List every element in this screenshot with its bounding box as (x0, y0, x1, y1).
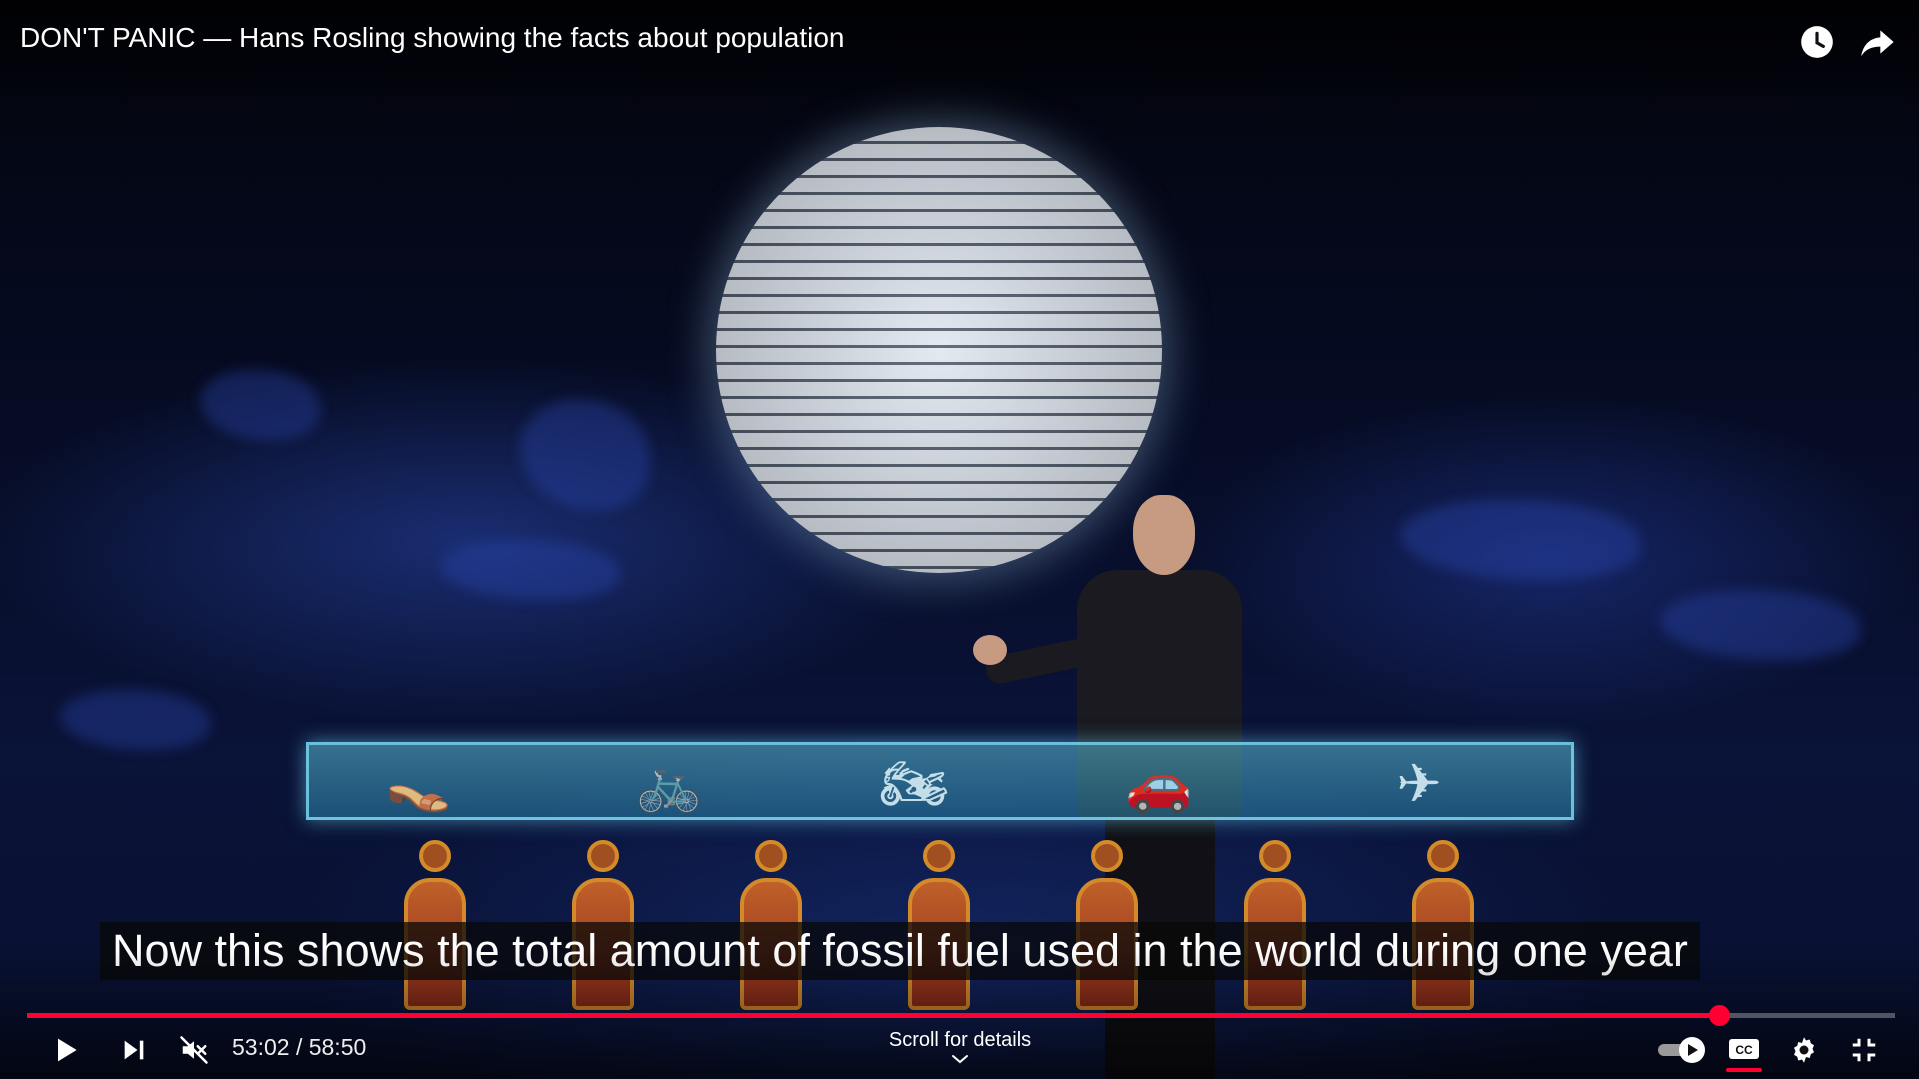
world-map-shape (200, 370, 320, 440)
scroll-for-details-label: Scroll for details (888, 1029, 1032, 1051)
time-display: 53:02 / 58:50 (232, 1034, 367, 1060)
world-map-shape (440, 540, 620, 600)
autoplay-toggle-icon (1658, 1037, 1705, 1063)
play-button[interactable] (42, 1026, 90, 1074)
subtitles-icon: CC (1729, 1039, 1759, 1059)
watch-later-button[interactable] (1793, 18, 1841, 66)
next-icon (124, 1040, 144, 1060)
world-map-shape (60, 690, 210, 750)
projected-globe (716, 127, 1162, 573)
world-map-shape (520, 400, 650, 510)
subtitles-button[interactable]: CC (1720, 1026, 1768, 1074)
car-icon: 🚗 (1125, 754, 1193, 814)
autoplay-toggle[interactable] (1654, 1026, 1710, 1074)
transport-scale-bar: 👡 🚲 🏍 🚗 ✈ (306, 742, 1574, 820)
scroll-for-details[interactable]: Scroll for details (880, 1027, 1040, 1065)
chevron-down-icon (952, 1055, 968, 1064)
flip-flops-icon: 👡 (385, 754, 453, 814)
top-gradient (0, 0, 1919, 130)
progress-bar[interactable] (27, 1005, 1895, 1026)
next-button[interactable] (110, 1026, 158, 1074)
progress-played (27, 1013, 1720, 1018)
clock-icon (1801, 26, 1833, 58)
subtitles-active-indicator (1726, 1068, 1762, 1072)
airplane-icon: ✈ (1396, 754, 1442, 814)
bicycle-icon: 🚲 (635, 754, 703, 814)
mute-button[interactable] (170, 1026, 218, 1074)
motorcycle-icon: 🏍 (879, 754, 949, 814)
world-map-shape (1400, 500, 1640, 580)
play-icon (58, 1038, 77, 1062)
settings-button[interactable] (1780, 1026, 1828, 1074)
video-title: DON'T PANIC — Hans Rosling showing the f… (20, 22, 845, 53)
volume-muted-icon (180, 1036, 208, 1064)
world-map-shape (1660, 590, 1860, 660)
exit-fullscreen-icon (1852, 1038, 1876, 1062)
exit-fullscreen-button[interactable] (1840, 1026, 1888, 1074)
progress-scrubber[interactable] (1709, 1005, 1731, 1026)
svg-text:CC: CC (1735, 1043, 1753, 1057)
share-button[interactable] (1853, 18, 1901, 66)
share-arrow-icon (1861, 30, 1894, 57)
settings-gear-icon (1794, 1037, 1814, 1063)
